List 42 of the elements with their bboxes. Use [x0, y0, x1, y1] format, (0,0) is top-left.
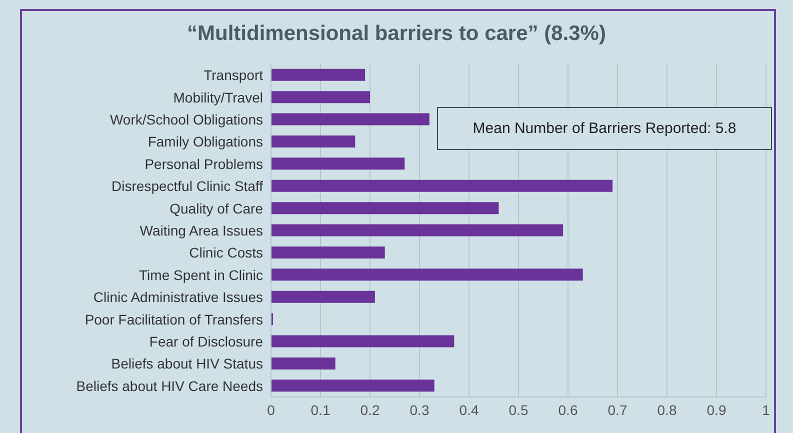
bar [271, 224, 564, 236]
y-tick-label: Waiting Area Issues [140, 222, 263, 238]
bar [271, 357, 336, 370]
y-tick-label: Time Spent in Clinic [139, 266, 263, 283]
bar [271, 202, 499, 214]
bar [271, 380, 434, 392]
bar [271, 68, 366, 81]
y-tick-label: Beliefs about HIV Status [111, 356, 263, 372]
x-tick-label: 0.6 [558, 402, 578, 418]
y-tick-label: Transport [204, 67, 264, 84]
y-tick-label: Clinic Costs [189, 244, 263, 261]
x-tick-label: 0.9 [706, 402, 726, 418]
x-tick-label: 0.8 [657, 402, 677, 418]
y-tick-label: Beliefs about HIV Care Needs [76, 378, 263, 394]
note-box: Mean Number of Barriers Reported: 5.8 [437, 107, 772, 150]
bar [271, 335, 454, 348]
x-tick-label: 0.4 [459, 402, 479, 418]
y-tick-label: Quality of Care [170, 200, 264, 216]
x-tick-label: 0.3 [410, 402, 430, 418]
chart-title: “Multidimensional barriers to care” (8.3%) [186, 22, 607, 46]
bar [271, 91, 370, 104]
bar [271, 290, 375, 303]
bar [271, 135, 356, 148]
y-tick-label: Mobility/Travel [173, 89, 263, 106]
x-tick-label: 0.5 [508, 402, 528, 418]
x-tick-label: 0.7 [608, 402, 628, 418]
x-tick-label: 0.1 [310, 402, 330, 418]
bar [271, 180, 613, 192]
bar [271, 246, 385, 258]
x-tick-label: 0.2 [360, 402, 380, 418]
y-tick-label: Fear of Disclosure [149, 333, 264, 350]
bar [271, 158, 405, 170]
y-tick-label: Family Obligations [148, 134, 263, 150]
x-tick-label: 0 [267, 402, 276, 418]
x-tick-label: 1 [762, 402, 770, 418]
y-tick-label: Poor Facilitation of Transfers [84, 311, 263, 328]
y-tick-label: Work/School Obligations [110, 111, 263, 128]
y-tick-label: Disrespectful Clinic Staff [112, 178, 264, 194]
y-tick-label: Clinic Administrative Issues [93, 289, 263, 306]
bar [271, 113, 430, 126]
y-tick-label: Personal Problems [144, 156, 263, 172]
bar [271, 268, 583, 281]
